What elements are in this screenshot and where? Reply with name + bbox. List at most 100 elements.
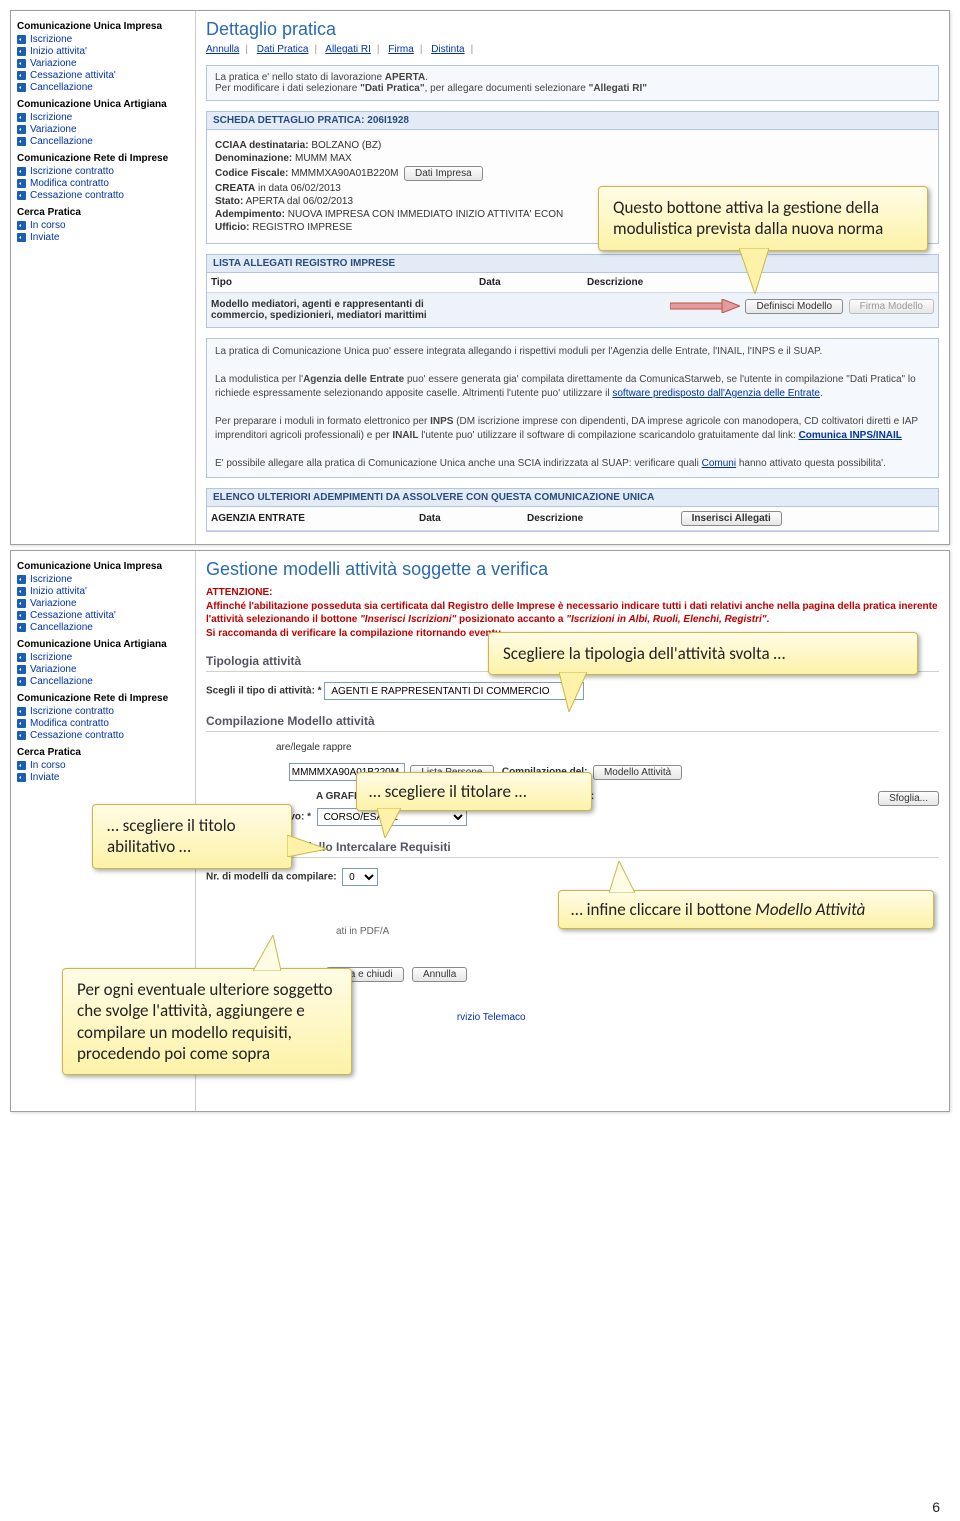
dati-impresa-button[interactable]: Dati Impresa [404,166,483,181]
col-data: Data [475,273,583,293]
sidebar-item[interactable]: Cancellazione [17,82,195,93]
sidebar-group-title: Cerca Pratica [17,747,195,758]
titolare-label-frag: are/legale rappre [276,742,352,753]
bullet-icon [17,179,26,188]
sidebar-item[interactable]: Modifica contratto [17,718,195,729]
callout-pointer-icon [609,861,635,893]
tab-distinta[interactable]: Distinta [431,44,464,55]
bullet-icon [17,653,26,662]
sidebar-item[interactable]: Cancellazione [17,676,195,687]
sidebar-group-title: Comunicazione Unica Artigiana [17,639,195,650]
sidebar-group-title: Comunicazione Rete di Imprese [17,693,195,704]
bullet-icon [17,221,26,230]
callout-pointer-icon [377,808,401,838]
callout-titolo-abilitativo: … scegliere il titolo abilitativo … [92,804,292,869]
sidebar-item[interactable]: In corso [17,220,195,231]
sidebar-item[interactable]: Iscrizione [17,34,195,45]
sidebar-item[interactable]: Modifica contratto [17,178,195,189]
callout-pointer-icon [287,835,327,857]
bullet-icon [17,707,26,716]
sidebar-item[interactable]: Inizio attivita' [17,46,195,57]
bullet-icon [17,83,26,92]
elenco-body: AGENZIA ENTRATEDataDescrizione Inserisci … [206,507,939,532]
sidebar-item[interactable]: Cessazione attivita' [17,70,195,81]
sidebar-item[interactable]: Iscrizione contratto [17,166,195,177]
page-title-gestione: Gestione modelli attività soggette a ver… [206,559,939,580]
sidebar-item[interactable]: Iscrizione [17,112,195,123]
sidebar-item[interactable]: In corso [17,760,195,771]
tab-annulla[interactable]: Annulla [206,44,239,55]
sidebar-item[interactable]: Variazione [17,598,195,609]
sidebar-item[interactable]: Variazione [17,664,195,675]
callout-pointer-icon [253,935,281,971]
sfoglia-button[interactable]: Sfoglia... [878,791,939,806]
modello-attivita-button[interactable]: Modello Attività [593,765,682,780]
tab-dati[interactable]: Dati Pratica [257,44,309,55]
bullet-icon [17,761,26,770]
bullet-icon [17,575,26,584]
arrow-icon [670,299,740,313]
sidebar-item[interactable]: Inviate [17,232,195,243]
bullet-icon [17,587,26,596]
lista-body: TipoDataDescrizione Modello mediatori, a… [206,273,939,328]
sidebar-item[interactable]: Iscrizione [17,652,195,663]
bullet-icon [17,677,26,686]
link-comunica-inps[interactable]: Comunica INPS/INAIL [799,430,902,441]
elenco-head: ELENCO ULTERIORI ADEMPIMENTI DA ASSOLVER… [206,488,939,507]
bullet-icon [17,719,26,728]
bullet-icon [17,731,26,740]
annulla-button[interactable]: Annulla [412,967,467,982]
sidebar-group-title: Comunicazione Unica Artigiana [17,99,195,110]
agenzia-label: AGENZIA ENTRATE [207,507,415,531]
tipologia-label: Scegli il tipo di attività: * [206,686,322,697]
nr-modelli-select[interactable]: 0 [342,868,378,886]
bullet-icon [17,113,26,122]
sidebar-item[interactable]: Cancellazione [17,136,195,147]
section-compilazione: Compilazione Modello attività [206,714,939,732]
col-data: Data [415,507,523,531]
callout-modello-attivita: … infine cliccare il bottone Modello Att… [558,890,934,929]
tipologia-select[interactable]: AGENTI E RAPPRESENTANTI DI COMMERCIO [324,682,584,700]
tab-firma[interactable]: Firma [388,44,414,55]
bullet-icon [17,599,26,608]
sidebar-group-title: Comunicazione Unica Impresa [17,21,195,32]
sidebar-item[interactable]: Cessazione contratto [17,730,195,741]
sidebar-item[interactable]: Iscrizione contratto [17,706,195,717]
link-comuni[interactable]: Comuni [702,458,736,469]
bullet-icon [17,167,26,176]
page-title: Dettaglio pratica [206,19,939,40]
callout-pointer-icon [559,672,587,712]
sidebar-item[interactable]: Inviate [17,772,195,783]
bullet-icon [17,773,26,782]
sidebar-item[interactable]: Cancellazione [17,622,195,633]
bullet-icon [17,191,26,200]
col-tipo: Tipo [207,273,475,293]
sidebar-item[interactable]: Variazione [17,58,195,69]
bullet-icon [17,71,26,80]
bullet-icon [17,233,26,242]
scheda-head: SCHEDA DETTAGLIO PRATICA: 206I1928 [206,111,939,130]
tab-allegati[interactable]: Allegati RI [325,44,371,55]
sidebar-item[interactable]: Variazione [17,124,195,135]
info-panel: La pratica di Comunicazione Unica puo' e… [206,338,939,478]
col-descr: Descrizione [523,507,677,531]
bullet-icon [17,59,26,68]
link-software-entrate[interactable]: software predisposto dall'Agenzia delle … [612,388,820,399]
sidebar-item[interactable]: Inizio attivita' [17,586,195,597]
bullet-icon [17,665,26,674]
sidebar-item[interactable]: Cessazione contratto [17,190,195,201]
nr-modelli-label: Nr. di modelli da compilare: [206,872,337,883]
sidebar-item[interactable]: Iscrizione [17,574,195,585]
callout-titolare: … scegliere il titolare … [356,772,592,811]
callout-button-gestione: Questo bottone attiva la gestione della … [598,186,928,251]
bullet-icon [17,35,26,44]
inserisci-allegati-button[interactable]: Inserisci Allegati [681,511,782,526]
firma-modello-button: Firma Modello [849,299,934,314]
definisci-modello-button[interactable]: Definisci Modello [745,299,843,314]
bullet-icon [17,623,26,632]
state-panel: La pratica e' nello stato di lavorazione… [206,65,939,101]
page-number: 6 [932,1499,940,1515]
callout-pointer-icon [739,248,769,294]
sidebar-item[interactable]: Cessazione attivita' [17,610,195,621]
row-tipo: Modello mediatori, agenti e rappresentan… [211,299,427,321]
